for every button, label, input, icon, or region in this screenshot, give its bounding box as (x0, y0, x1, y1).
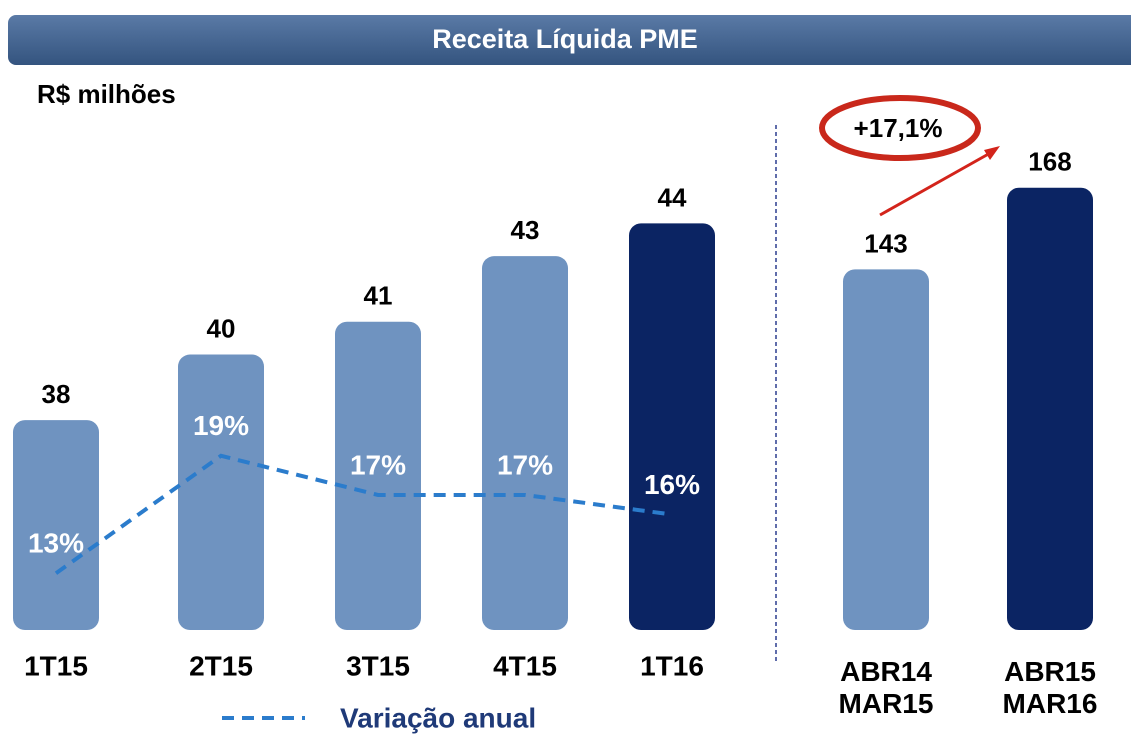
value-label: 38 (42, 379, 71, 409)
line-value-label: 13% (28, 528, 84, 559)
x-tick-label: 4T15 (493, 650, 557, 681)
bar (13, 420, 99, 630)
line-value-label: 17% (497, 449, 553, 480)
value-label: 41 (364, 281, 393, 311)
chart-title: Receita Líquida PME (432, 24, 698, 54)
line-value-label: 16% (644, 469, 700, 500)
value-label: 43 (511, 215, 540, 245)
value-label: 143 (864, 228, 907, 258)
x-tick-label: 1T16 (640, 650, 704, 681)
value-label: 168 (1028, 147, 1071, 177)
x-tick-label: 3T15 (346, 650, 410, 681)
bar (843, 269, 929, 630)
bar (629, 223, 715, 630)
trend-line (54, 453, 673, 575)
bar (178, 354, 264, 630)
growth-arrow (879, 150, 993, 217)
header-bar (8, 15, 1131, 65)
x-tick-label: 2T15 (189, 650, 253, 681)
value-label: 40 (207, 313, 236, 343)
annotation-ring (819, 95, 981, 161)
arrow-head (984, 146, 1000, 160)
x-tick-label: ABR14 MAR15 (838, 656, 934, 719)
annotation: +17,1% (854, 113, 943, 143)
bar (335, 321, 421, 630)
bar (1007, 187, 1093, 631)
subtitle: R$ milhões (37, 79, 176, 109)
line-value-label: 19% (193, 410, 249, 441)
x-tick-label: ABR15 MAR16 (1002, 656, 1098, 719)
value-label: 44 (658, 182, 687, 212)
line-value-label: 17% (350, 449, 406, 480)
bar (482, 256, 568, 630)
x-tick-label: 1T15 (24, 650, 88, 681)
legend-label: Variação anual (340, 702, 536, 733)
